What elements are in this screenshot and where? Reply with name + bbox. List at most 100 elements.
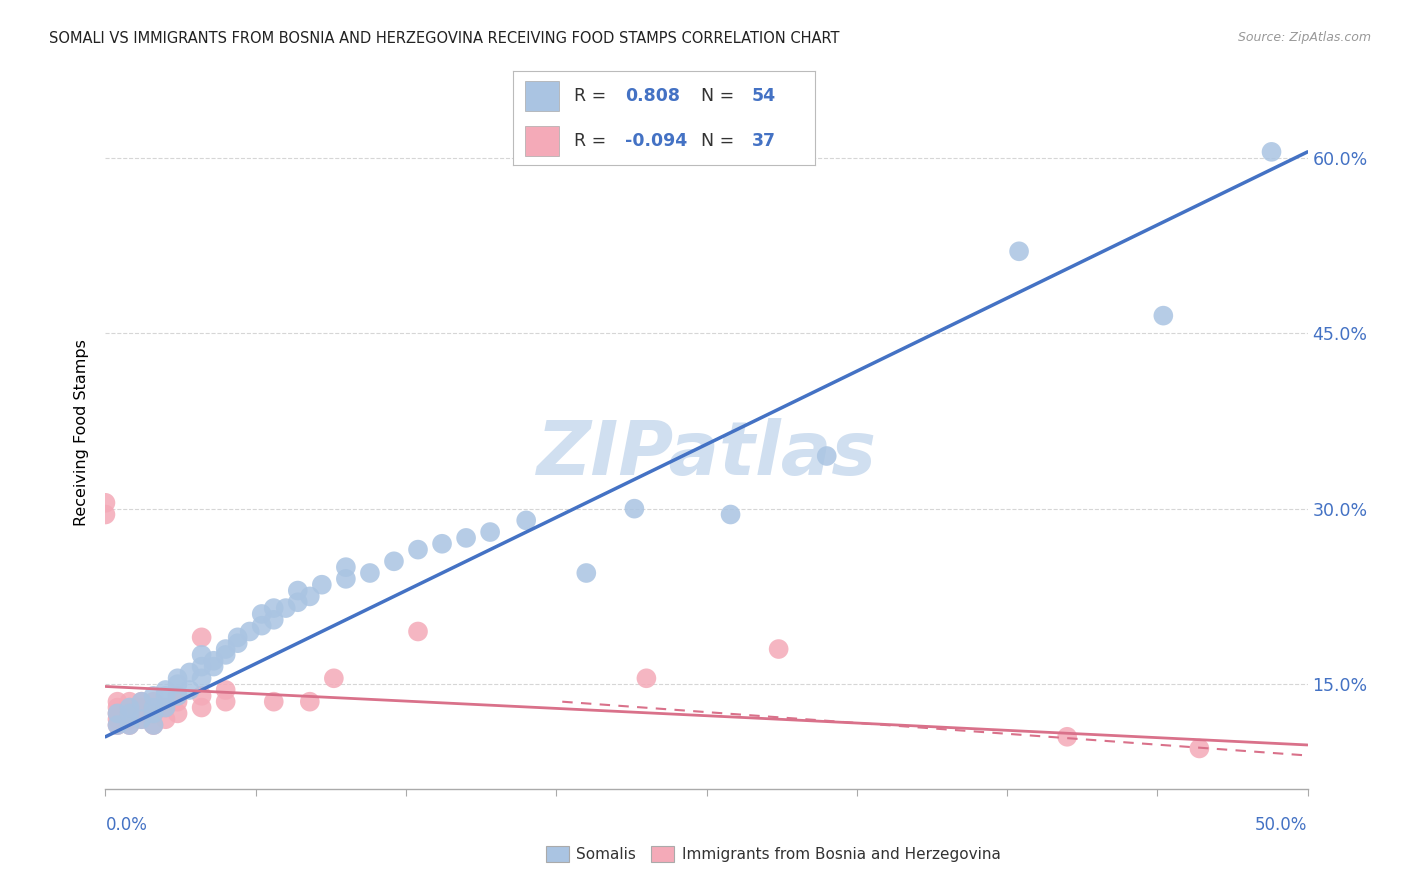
- Text: R =: R =: [574, 87, 606, 104]
- FancyBboxPatch shape: [526, 81, 558, 111]
- Point: [155, 700, 177, 714]
- Point: [190, 689, 212, 703]
- Point: [118, 695, 141, 709]
- Point: [107, 706, 129, 721]
- Point: [287, 583, 309, 598]
- Point: [406, 542, 429, 557]
- Point: [131, 695, 153, 709]
- Point: [214, 695, 236, 709]
- Point: [382, 554, 405, 568]
- Point: [768, 642, 790, 657]
- Point: [1188, 741, 1211, 756]
- Point: [94, 496, 117, 510]
- Point: [359, 566, 381, 580]
- Point: [131, 706, 153, 721]
- Point: [190, 700, 212, 714]
- Point: [298, 590, 321, 604]
- Legend: Somalis, Immigrants from Bosnia and Herzegovina: Somalis, Immigrants from Bosnia and Herz…: [540, 840, 1007, 868]
- Text: 54: 54: [752, 87, 776, 104]
- Point: [107, 718, 129, 732]
- Point: [454, 531, 477, 545]
- Point: [107, 718, 129, 732]
- Point: [107, 700, 129, 714]
- Point: [118, 712, 141, 726]
- Y-axis label: Receiving Food Stamps: Receiving Food Stamps: [75, 339, 90, 526]
- FancyBboxPatch shape: [526, 126, 558, 156]
- Point: [142, 706, 165, 721]
- Point: [815, 449, 838, 463]
- Text: 37: 37: [752, 132, 776, 150]
- Point: [179, 665, 201, 680]
- Point: [179, 683, 201, 698]
- Point: [131, 700, 153, 714]
- Point: [202, 659, 225, 673]
- Point: [1008, 244, 1031, 259]
- Point: [430, 537, 453, 551]
- Point: [142, 695, 165, 709]
- Point: [335, 560, 357, 574]
- Point: [142, 689, 165, 703]
- Point: [250, 618, 273, 632]
- Text: ZIPatlas: ZIPatlas: [537, 417, 876, 491]
- Point: [118, 706, 141, 721]
- Text: -0.094: -0.094: [626, 132, 688, 150]
- Point: [131, 712, 153, 726]
- Point: [166, 689, 188, 703]
- Point: [202, 654, 225, 668]
- Point: [190, 659, 212, 673]
- Point: [311, 577, 333, 591]
- Point: [166, 671, 188, 685]
- Point: [250, 607, 273, 621]
- Point: [190, 631, 212, 645]
- Text: 50.0%: 50.0%: [1256, 816, 1308, 834]
- Point: [575, 566, 598, 580]
- Point: [263, 613, 285, 627]
- Point: [94, 508, 117, 522]
- Point: [214, 648, 236, 662]
- Point: [190, 671, 212, 685]
- Point: [1056, 730, 1078, 744]
- Point: [406, 624, 429, 639]
- Point: [118, 700, 141, 714]
- Point: [131, 695, 153, 709]
- Point: [623, 501, 645, 516]
- Point: [1260, 145, 1282, 159]
- Point: [131, 712, 153, 726]
- Point: [118, 706, 141, 721]
- Text: 0.0%: 0.0%: [105, 816, 148, 834]
- Text: N =: N =: [700, 87, 734, 104]
- Point: [155, 683, 177, 698]
- Point: [335, 572, 357, 586]
- Point: [118, 700, 141, 714]
- Point: [263, 601, 285, 615]
- Point: [107, 712, 129, 726]
- Text: SOMALI VS IMMIGRANTS FROM BOSNIA AND HERZEGOVINA RECEIVING FOOD STAMPS CORRELATI: SOMALI VS IMMIGRANTS FROM BOSNIA AND HER…: [49, 31, 839, 46]
- Text: 0.808: 0.808: [626, 87, 681, 104]
- Point: [226, 631, 249, 645]
- Point: [142, 718, 165, 732]
- Point: [263, 695, 285, 709]
- Point: [107, 695, 129, 709]
- Point: [142, 718, 165, 732]
- Point: [190, 648, 212, 662]
- Point: [166, 689, 188, 703]
- Text: N =: N =: [700, 132, 734, 150]
- Point: [298, 695, 321, 709]
- Text: R =: R =: [574, 132, 606, 150]
- Point: [636, 671, 658, 685]
- Point: [155, 689, 177, 703]
- Point: [287, 595, 309, 609]
- Text: Source: ZipAtlas.com: Source: ZipAtlas.com: [1237, 31, 1371, 45]
- Point: [239, 624, 262, 639]
- Point: [107, 706, 129, 721]
- Point: [515, 513, 537, 527]
- Point: [322, 671, 344, 685]
- Point: [118, 718, 141, 732]
- Point: [274, 601, 297, 615]
- Point: [166, 706, 188, 721]
- Point: [155, 700, 177, 714]
- Point: [214, 642, 236, 657]
- Point: [118, 718, 141, 732]
- Point: [155, 712, 177, 726]
- Point: [166, 677, 188, 691]
